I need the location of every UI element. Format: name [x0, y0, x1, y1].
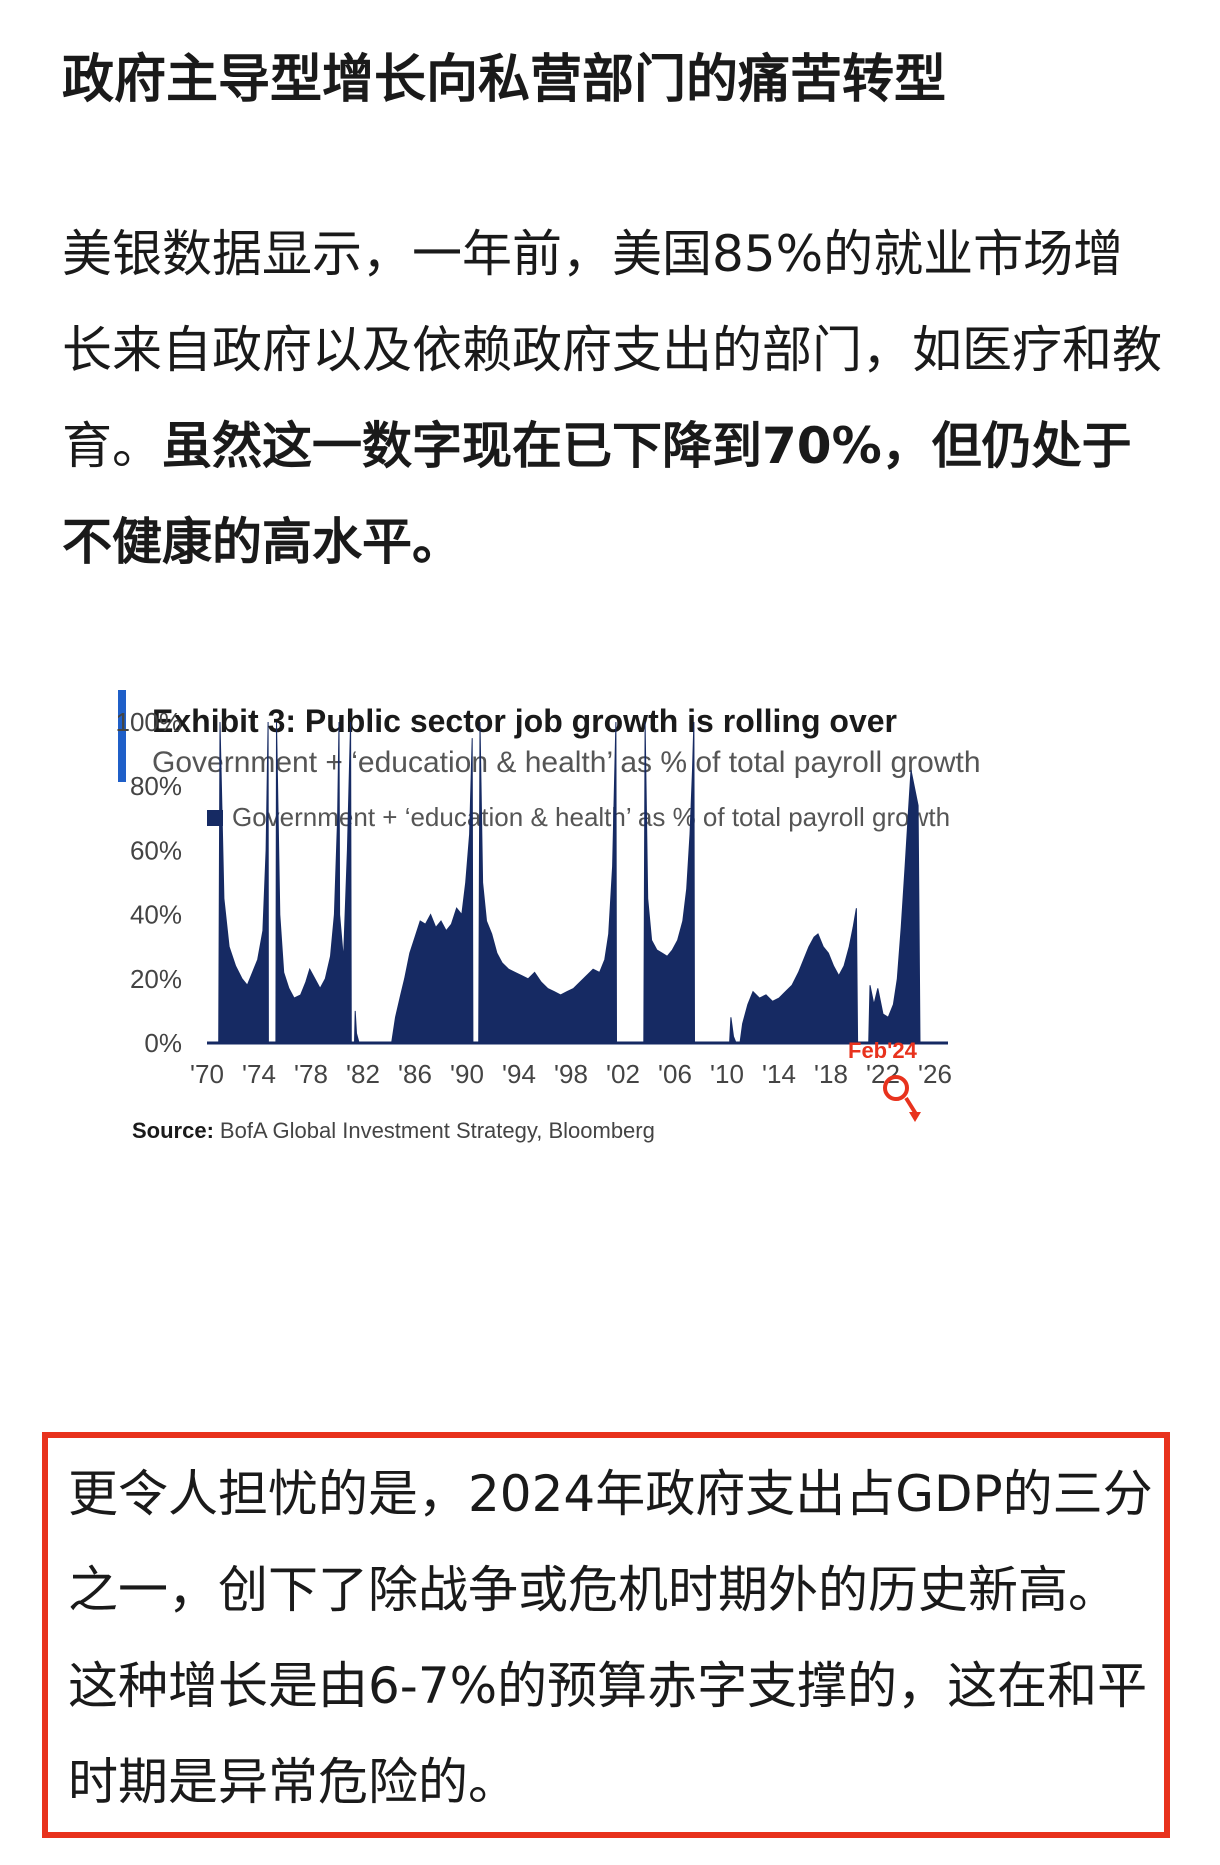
x-axis: '70 '74 '78 '82 '86 '90 '94 '98 '02 '06 '10 '14 '18 '… — [190, 1059, 952, 1089]
source-label: Source: — [132, 1118, 214, 1143]
chart-subtitle: Government + ‘education & health’ as % o… — [152, 746, 981, 779]
y-tick-label: 100% — [116, 707, 183, 737]
paragraph-intro: 美银数据显示，一年前，美国85%的就业市场增长来自政府以及依赖政府支出的部门，如… — [62, 206, 1172, 590]
x-tick-label: '94 — [502, 1059, 536, 1089]
x-tick-label: '10 — [710, 1059, 744, 1089]
article-heading: 政府主导型增长向私营部门的痛苦转型 — [62, 50, 947, 110]
plot-area — [218, 721, 921, 1044]
series-area-segment — [478, 721, 618, 1044]
x-tick-label: '78 — [294, 1059, 328, 1089]
x-tick-label: '70 — [190, 1059, 224, 1089]
series-area-segment — [391, 738, 474, 1044]
y-tick-label: 60% — [130, 835, 182, 865]
x-tick-label: '98 — [554, 1059, 588, 1089]
series-area-segment — [643, 721, 696, 1044]
series-area-segment — [275, 721, 352, 1044]
y-tick-label: 40% — [130, 900, 182, 930]
legend-swatch — [207, 810, 223, 826]
y-tick-label: 80% — [130, 771, 182, 801]
x-tick-label: '26 — [918, 1059, 952, 1089]
annotation-label: Feb'24 — [848, 1038, 918, 1063]
annotation-arrowhead — [909, 1112, 921, 1122]
paragraph-intro-text: 美银数据显示，一年前，美国85%的就业市场增长来自政府以及依赖政府支出的部门，如… — [62, 225, 1162, 475]
y-axis: 100% 80% 60% 40% 20% 0% — [116, 707, 183, 1058]
x-tick-label: '74 — [242, 1059, 276, 1089]
x-tick-label: '06 — [658, 1059, 692, 1089]
x-tick-label: '82 — [346, 1059, 380, 1089]
x-tick-label: '86 — [398, 1059, 432, 1089]
series-area-segment — [729, 1017, 737, 1044]
paragraph-callout: 更令人担忧的是，2024年政府支出占GDP的三分之一，创下了除战争或危机时期外的… — [68, 1465, 1153, 1811]
annotation-arrow — [904, 1096, 918, 1116]
source-text: BofA Global Investment Strategy, Bloombe… — [220, 1118, 655, 1143]
highlight-callout: 更令人担忧的是，2024年政府支出占GDP的三分之一，创下了除战争或危机时期外的… — [42, 1432, 1170, 1838]
series-area-segment — [218, 721, 269, 1044]
source-line: Source: BofA Global Investment Strategy, … — [132, 1118, 655, 1143]
x-tick-label: '22 — [866, 1059, 900, 1089]
x-tick-label: '90 — [450, 1059, 484, 1089]
series-area-segment — [868, 770, 921, 1044]
chart-figure: Exhibit 3: Public sector job growth is r… — [110, 690, 1150, 1360]
x-tick-label: '18 — [814, 1059, 848, 1089]
x-tick-label: '14 — [762, 1059, 796, 1089]
payroll-growth-chart: Exhibit 3: Public sector job growth is r… — [116, 690, 981, 1143]
series-area-segment — [353, 1010, 360, 1044]
series-area-segment — [739, 908, 859, 1044]
annotation-circle — [883, 1075, 909, 1101]
paragraph-intro-highlight: 虽然这一数字现在已下降到70%，但仍处于不健康的高水平。 — [62, 417, 1132, 571]
title-accent-bar — [118, 690, 126, 782]
y-tick-label: 20% — [130, 964, 182, 994]
y-tick-label: 0% — [144, 1028, 182, 1058]
chart-title: Exhibit 3: Public sector job growth is r… — [152, 703, 897, 739]
x-tick-label: '02 — [606, 1059, 640, 1089]
legend-label: Government + ‘education & health’ as % o… — [232, 802, 950, 832]
